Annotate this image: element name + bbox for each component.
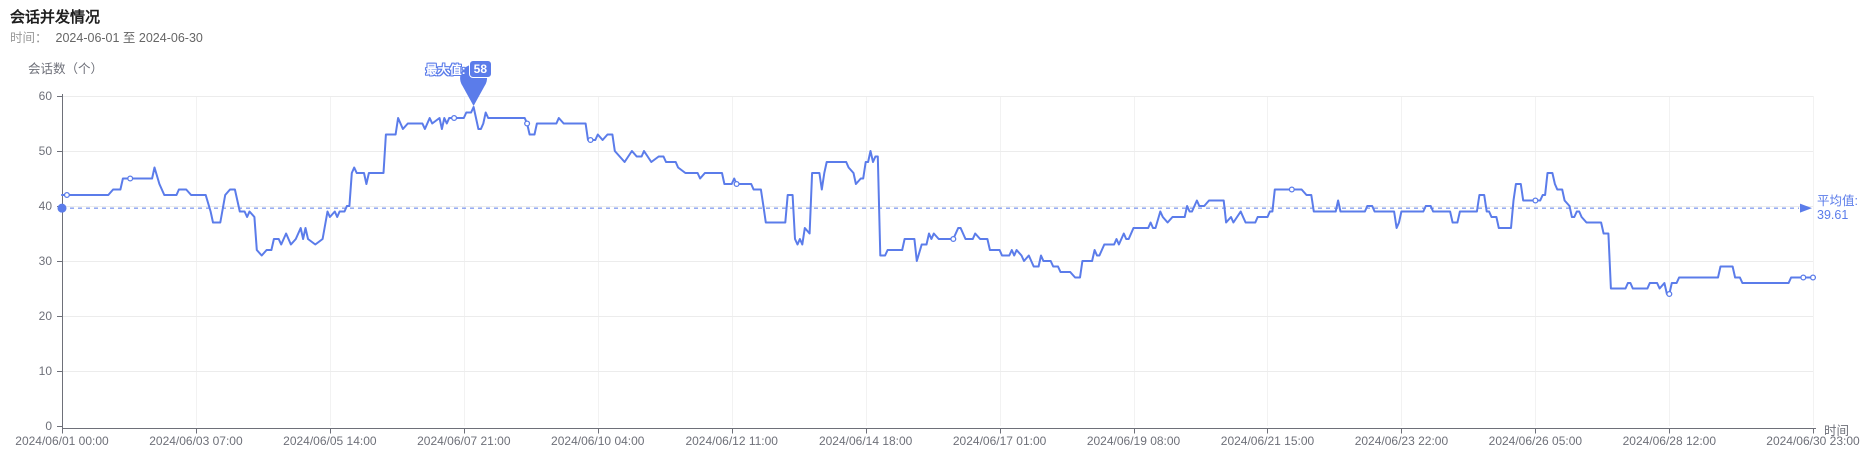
x-tick-label: 2024/06/03 07:00 [149, 434, 243, 448]
data-point-symbol [1288, 186, 1295, 193]
y-tick-label: 60 [38, 89, 52, 103]
data-point-symbol [127, 175, 134, 182]
x-tick-label: 2024/06/30 23:00 [1766, 434, 1860, 448]
x-tick-label: 2024/06/05 14:00 [283, 434, 377, 448]
y-tick-label: 20 [38, 309, 52, 323]
y-tick-label: 40 [38, 199, 52, 213]
x-axis-title: 时间 [1824, 424, 1850, 438]
average-value-label: 平均值: 39.61 [1817, 194, 1858, 222]
data-point-symbol [950, 235, 957, 243]
y-tick-label: 0 [45, 419, 52, 433]
data-point-symbol [1666, 290, 1673, 298]
average-label-text: 平均值: [1817, 194, 1858, 208]
x-tick-label: 2024/06/23 22:00 [1354, 434, 1449, 448]
x-tick-label: 2024/06/21 15:00 [1220, 434, 1315, 448]
average-line-arrow [1800, 203, 1812, 213]
data-point-symbol [1809, 274, 1817, 281]
x-tick-label: 2024/06/26 05:00 [1488, 434, 1583, 448]
max-value-marker-label: 最大值: 58 [332, 60, 492, 78]
y-tick-label: 30 [38, 254, 52, 268]
data-point-symbol [63, 191, 70, 199]
x-tick-label: 2024/06/19 08:00 [1086, 434, 1181, 448]
x-tick-label: 2024/06/12 11:00 [685, 434, 778, 448]
data-point-symbol [524, 120, 531, 127]
max-value-badge: 58 [468, 60, 492, 78]
time-range: 时间： 2024-06-01 至 2024-06-30 [10, 27, 203, 46]
data-point-symbol [1532, 197, 1539, 204]
data-point-symbol [587, 136, 594, 144]
data-point-symbol [1800, 274, 1807, 281]
max-value-label-text: 最大值: [425, 62, 466, 77]
y-tick-label: 10 [38, 364, 52, 378]
x-tick-label: 2024/06/07 21:00 [417, 434, 511, 448]
x-tick-label: 2024/06/28 12:00 [1622, 434, 1717, 448]
page-title: 会话并发情况 [10, 9, 101, 26]
x-tick-label: 2024/06/01 00:00 [15, 434, 109, 448]
series-line [61, 106, 1814, 295]
x-tick-label: 2024/06/17 01:00 [952, 434, 1047, 448]
y-axis-title: 会话数（个） [28, 62, 104, 76]
data-point-symbol [451, 114, 458, 122]
time-range-label: 时间： [10, 31, 48, 45]
x-tick-label: 2024/06/10 04:00 [551, 434, 645, 448]
time-range-value: 2024-06-01 至 2024-06-30 [55, 31, 203, 45]
x-tick-label: 2024/06/14 18:00 [818, 434, 913, 448]
average-line-start-dot [57, 203, 67, 213]
average-label-value: 39.61 [1817, 208, 1849, 222]
y-tick-label: 50 [38, 144, 52, 158]
data-point-symbol [733, 180, 740, 188]
